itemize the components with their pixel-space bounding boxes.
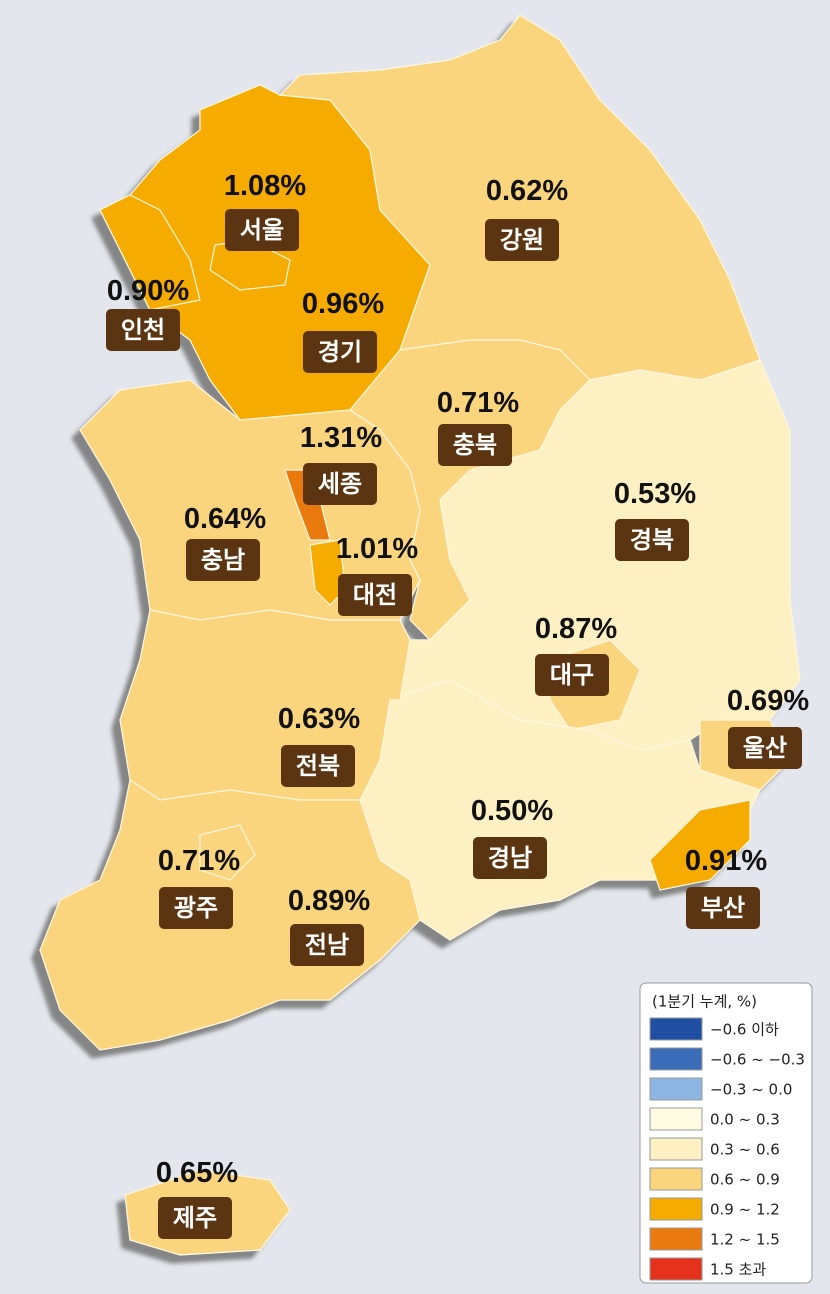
legend-swatch xyxy=(649,1227,703,1251)
region-name: 세종 xyxy=(318,470,362,498)
region xyxy=(199,824,256,881)
legend-swatch xyxy=(649,1107,703,1131)
value-label: 0.71% xyxy=(437,387,519,419)
value-label: 1.01% xyxy=(336,533,418,565)
region-name: 울산 xyxy=(743,734,787,762)
region-name: 대구 xyxy=(550,661,594,689)
name-box xyxy=(473,837,547,879)
name-box xyxy=(485,219,559,261)
region-name: 전북 xyxy=(296,752,340,780)
legend-label: −0.6 이하 xyxy=(710,1021,779,1039)
region-name: 충북 xyxy=(453,431,497,459)
value-label: 0.62% xyxy=(486,175,568,207)
legend-swatch xyxy=(649,1197,703,1221)
name-box xyxy=(290,924,364,966)
legend-label: 0.3 ~ 0.6 xyxy=(710,1141,780,1159)
legend-label: −0.3 ~ 0.0 xyxy=(710,1081,792,1099)
region-name: 경남 xyxy=(488,844,532,872)
legend-label: 0.9 ~ 1.2 xyxy=(710,1201,780,1219)
name-box xyxy=(225,209,299,251)
legend-swatch xyxy=(649,1167,703,1191)
name-box xyxy=(438,424,512,466)
name-box xyxy=(728,727,802,769)
value-label: 0.91% xyxy=(685,845,767,877)
name-box xyxy=(615,519,689,561)
name-box xyxy=(338,574,412,616)
legend-swatch xyxy=(649,1137,703,1161)
value-label: 0.65% xyxy=(156,1157,238,1189)
legend-swatch xyxy=(649,1047,703,1071)
value-label: 0.50% xyxy=(471,795,553,827)
region-name: 강원 xyxy=(500,226,544,254)
value-label: 0.87% xyxy=(535,613,617,645)
region xyxy=(99,194,201,311)
legend-label: 0.0 ~ 0.3 xyxy=(710,1111,780,1129)
legend-label: 1.5 초과 xyxy=(710,1261,766,1279)
legend-swatch xyxy=(649,1017,703,1041)
legend-swatch xyxy=(649,1077,703,1101)
legend-title: (1분기 누계, %) xyxy=(652,993,757,1011)
legend: (1분기 누계, %) −0.6 이하 −0.6 ~ −0.3 −0.3 ~ 0.0… xyxy=(639,982,813,1284)
value-label: 0.71% xyxy=(158,845,240,877)
region-name: 전남 xyxy=(305,931,349,959)
region xyxy=(119,609,411,801)
value-label: 1.31% xyxy=(300,422,382,454)
value-label: 0.90% xyxy=(107,275,189,307)
legend-label: 1.2 ~ 1.5 xyxy=(710,1231,780,1249)
name-box xyxy=(159,887,233,929)
name-box xyxy=(186,539,260,581)
legend-swatch xyxy=(649,1257,703,1281)
region-name: 제주 xyxy=(173,1204,217,1232)
value-label: 0.89% xyxy=(288,885,370,917)
region-name: 충남 xyxy=(201,546,245,574)
value-label: 1.08% xyxy=(224,170,306,202)
name-box xyxy=(281,745,355,787)
value-label: 0.69% xyxy=(727,685,809,717)
name-box xyxy=(106,309,180,351)
region-name: 대전 xyxy=(353,581,397,609)
value-label: 0.64% xyxy=(184,503,266,535)
legend-label: 0.6 ~ 0.9 xyxy=(710,1171,780,1189)
name-box xyxy=(303,463,377,505)
value-label: 0.53% xyxy=(614,478,696,510)
name-box xyxy=(686,887,760,929)
region-name: 부산 xyxy=(701,894,745,922)
region xyxy=(649,799,751,891)
value-label: 0.96% xyxy=(302,288,384,320)
legend-label: −0.6 ~ −0.3 xyxy=(710,1051,805,1069)
name-box xyxy=(535,654,609,696)
labels: 1.08% 서울 0.62% 강원 0.90% 인천 0.96% 경기 0.71% 충북 1.31%… xyxy=(106,170,809,1239)
region xyxy=(309,539,346,606)
value-label: 0.63% xyxy=(278,703,360,735)
region-name: 인천 xyxy=(121,316,165,344)
region-name: 광주 xyxy=(174,894,218,922)
region-name: 서울 xyxy=(240,216,284,244)
name-box xyxy=(303,331,377,373)
region-name: 경북 xyxy=(630,526,674,554)
region-name: 경기 xyxy=(318,338,362,366)
name-box xyxy=(158,1197,232,1239)
